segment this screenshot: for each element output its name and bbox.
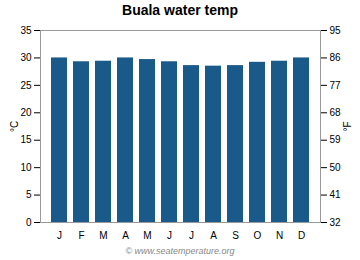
svg-text:S: S — [232, 230, 239, 241]
svg-text:A: A — [122, 230, 129, 241]
svg-text:J: J — [167, 230, 172, 241]
svg-text:5: 5 — [26, 189, 32, 200]
svg-text:15: 15 — [20, 134, 32, 145]
svg-text:°C: °C — [9, 121, 20, 132]
svg-text:50: 50 — [330, 162, 342, 173]
svg-text:86: 86 — [330, 52, 342, 63]
svg-text:N: N — [276, 230, 283, 241]
svg-text:32: 32 — [330, 217, 342, 228]
svg-text:A: A — [210, 230, 217, 241]
svg-text:95: 95 — [330, 25, 342, 36]
svg-text:25: 25 — [20, 80, 32, 91]
svg-text:F: F — [78, 230, 84, 241]
svg-text:0: 0 — [26, 217, 32, 228]
svg-text:J: J — [189, 230, 194, 241]
svg-text:20: 20 — [20, 107, 32, 118]
svg-text:J: J — [57, 230, 62, 241]
svg-text:M: M — [99, 230, 107, 241]
svg-text:30: 30 — [20, 52, 32, 63]
html-text:Buala water temp: Buala water temp — [122, 2, 238, 18]
svg-text:O: O — [254, 230, 262, 241]
svg-text:59: 59 — [330, 134, 342, 145]
svg-text:41: 41 — [330, 189, 342, 200]
svg-text:35: 35 — [20, 25, 32, 36]
svg-text:10: 10 — [20, 162, 32, 173]
html-text:© www.seatemperature.org: © www.seatemperature.org — [125, 246, 235, 256]
svg-text:68: 68 — [330, 107, 342, 118]
svg-text:D: D — [298, 230, 305, 241]
svg-text:M: M — [143, 230, 151, 241]
svg-text:°F: °F — [342, 121, 353, 131]
svg-text:77: 77 — [330, 80, 342, 91]
